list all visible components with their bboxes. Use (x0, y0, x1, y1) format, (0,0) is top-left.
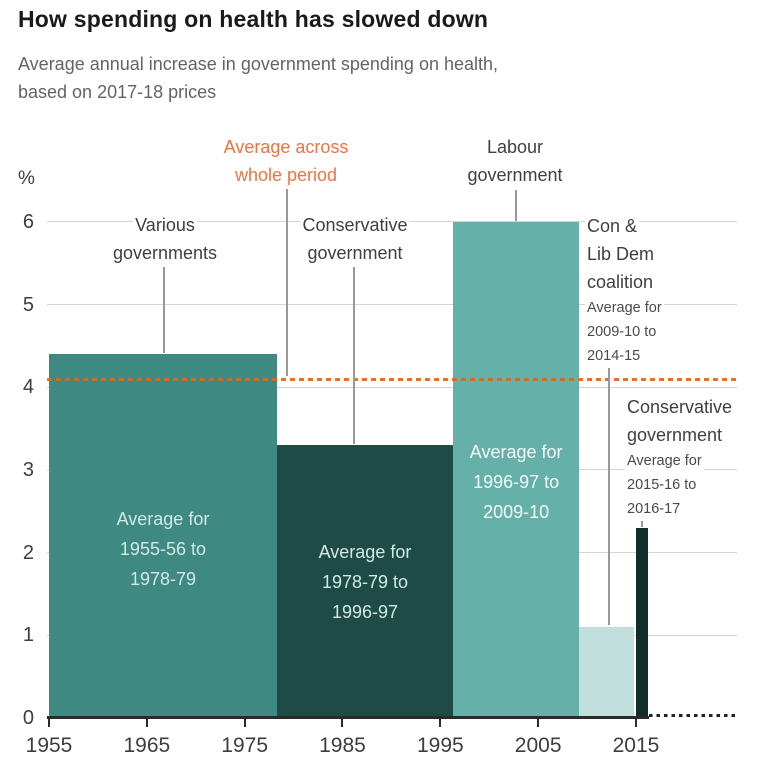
x-tick-label-1975: 1975 (221, 734, 269, 757)
annotation-small-line: 2015-16 to (625, 473, 734, 497)
x-tick-label-1985: 1985 (319, 734, 366, 757)
bar-label-line: 1996-97 to (473, 472, 560, 493)
baseline-dotted-line (649, 714, 737, 717)
annotation-various-label: Various governments (110, 211, 220, 267)
gridline-4 (47, 386, 737, 388)
annotation-conservative-label: Conservative government (300, 211, 410, 267)
pointer-line-average-label (286, 187, 288, 376)
bar-label-line: Average for (469, 442, 563, 463)
x-tick-label-1965: 1965 (123, 734, 171, 757)
y-tick-label-3: 3 (22, 458, 34, 481)
bar-label-line: Average for (116, 508, 210, 529)
annotation-line: coalition (585, 268, 664, 296)
bar-conservative-1978-97 (276, 445, 454, 718)
x-tick-2005 (537, 719, 540, 727)
bar-label-line: 2009-10 (483, 502, 550, 523)
annotation-line: Labour (465, 133, 564, 161)
pointer-line-various-label (163, 264, 165, 353)
annotation-small-line: 2016-17 (625, 497, 734, 521)
x-tick-1975 (243, 719, 246, 727)
chart-title: How spending on health has slowed down (18, 6, 489, 32)
gridline-5 (47, 304, 737, 306)
annotation-line: Conservative (300, 211, 410, 239)
annotation-line: governments (110, 239, 220, 267)
annotation-small-line: 2009-10 to (585, 320, 664, 344)
annotation-line: Average across (221, 133, 351, 161)
x-tick-label-2005: 2005 (514, 734, 562, 757)
annotation-coalition-label: Con & Lib Dem coalition Average for 2009-10 … (585, 212, 664, 368)
bar-label-line: 1996-97 (331, 601, 399, 622)
chart-subtitle-line-1: Average annual increase in government sp… (18, 54, 499, 74)
bar-label-line: 1978-79 (129, 568, 196, 589)
annotation-line: Various (111, 211, 219, 239)
y-tick-label-2: 2 (22, 541, 34, 564)
chart-subtitle-line-2: based on 2017-18 prices (18, 82, 217, 102)
y-tick-label-1: 1 (22, 624, 34, 647)
annotation-line: government (300, 239, 409, 267)
annotation-line: Lib Dem (585, 240, 664, 268)
annotation-small-line: 2014-15 (585, 344, 664, 368)
average-dashed-line (47, 377, 737, 381)
x-tick-1985 (341, 719, 344, 727)
x-tick-label-2015: 2015 (612, 734, 660, 757)
x-axis-line (47, 716, 649, 719)
annotation-line: government (625, 421, 734, 449)
x-tick-1955 (48, 719, 50, 727)
annotation-line: whole period (222, 161, 351, 189)
bar-conservative-2015-17 (635, 527, 649, 718)
annotation-small-line: Average for (625, 449, 734, 473)
pointer-line-labour-label (515, 190, 517, 221)
bar-label-conservative-1978-97: Average for 1978-79 to 1996-97 (277, 537, 453, 627)
bar-various (49, 354, 277, 718)
pointer-line-conservative-2015-label (641, 518, 643, 527)
bar-label-line: 1978-79 to (321, 571, 409, 592)
bar-label-line: Average for (318, 541, 412, 562)
annotation-line: government (465, 161, 565, 189)
annotation-conservative-2015-label: Conservative government Average for 2015-16… (625, 393, 735, 521)
x-tick-2015 (634, 719, 637, 727)
y-tick-label-5: 5 (22, 293, 34, 316)
y-tick-label-4: 4 (22, 376, 34, 399)
x-tick-1965 (145, 719, 148, 727)
y-axis-unit-label: % (18, 168, 35, 189)
bar-labour (453, 221, 580, 718)
bar-coalition (579, 627, 635, 718)
bar-label-labour: Average for 1996-97 to 2009-10 (453, 437, 579, 527)
bar-label-line: 1955-56 to (119, 538, 206, 559)
annotation-labour-label: Labour government (465, 133, 565, 189)
annotation-line: Con & (585, 212, 664, 240)
y-tick-label-6: 6 (22, 210, 34, 233)
y-tick-label-0: 0 (22, 707, 34, 729)
chart-subtitle: Average annual increase in government sp… (18, 50, 498, 106)
annotation-line: Conservative (625, 393, 735, 421)
pointer-line-coalition-label (608, 368, 610, 625)
annotation-average-label: Average across whole period (221, 133, 351, 189)
x-tick-1995 (439, 719, 442, 727)
x-tick-label-1995: 1995 (416, 734, 464, 757)
x-tick-label-1955: 1955 (25, 734, 73, 757)
bar-label-various: Average for 1955-56 to 1978-79 (49, 504, 277, 594)
pointer-line-conservative-label (353, 264, 355, 444)
annotation-small-line: Average for (585, 296, 664, 320)
